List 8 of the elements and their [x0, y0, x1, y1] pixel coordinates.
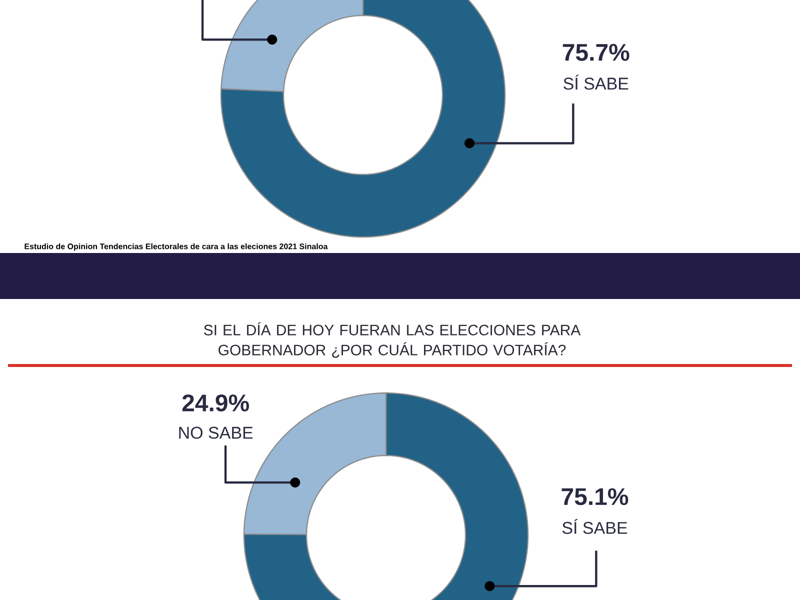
text: Estudio de Opinion Tendencias Electorales de cara a las eleciones 2021 Sinaloa: [24, 243, 328, 251]
data-label: 24.9%: [182, 394, 249, 412]
data-label: 75.1%: [562, 488, 628, 506]
chart-title: SI EL DÍA DE HOY FUERAN LAS ELECCIONES PARA GOBERNADOR ¿POR CUÁL PARTIDO VOTARÍA?: [204, 322, 581, 358]
slice-label: SÍ SABE: [562, 519, 628, 534]
data-label: 75.7%: [562, 44, 630, 61]
slice-label: NO SABE: [179, 426, 253, 439]
slice-label: SÍ SABE: [564, 74, 628, 90]
